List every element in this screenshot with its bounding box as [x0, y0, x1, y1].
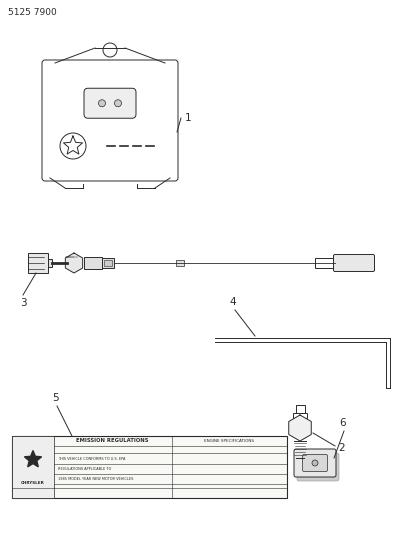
Bar — [84, 257, 102, 269]
Text: ENGINE SPECIFICATIONS: ENGINE SPECIFICATIONS — [204, 439, 254, 443]
FancyBboxPatch shape — [294, 449, 336, 477]
Text: 4: 4 — [229, 297, 236, 307]
Text: 5: 5 — [52, 393, 59, 403]
FancyBboxPatch shape — [333, 254, 375, 271]
Circle shape — [312, 460, 318, 466]
Text: 3: 3 — [20, 298, 27, 308]
Bar — [102, 258, 114, 268]
Circle shape — [60, 133, 86, 159]
Text: THIS VEHICLE CONFORMS TO U.S. EPA: THIS VEHICLE CONFORMS TO U.S. EPA — [58, 457, 125, 461]
Circle shape — [103, 43, 117, 57]
FancyBboxPatch shape — [42, 60, 178, 181]
Bar — [48, 259, 52, 267]
Bar — [12, 436, 287, 498]
Circle shape — [115, 100, 122, 107]
Text: 1: 1 — [185, 113, 192, 123]
Text: 5125 7900: 5125 7900 — [8, 8, 57, 17]
Text: REGULATIONS APPLICABLE TO: REGULATIONS APPLICABLE TO — [58, 467, 111, 471]
FancyBboxPatch shape — [84, 88, 136, 118]
Bar — [176, 260, 184, 266]
Bar — [293, 413, 307, 418]
FancyBboxPatch shape — [297, 453, 339, 481]
Bar — [295, 405, 304, 413]
Text: CHRYSLER: CHRYSLER — [21, 481, 45, 484]
Polygon shape — [289, 415, 311, 441]
FancyBboxPatch shape — [28, 253, 48, 273]
Circle shape — [98, 100, 106, 107]
Polygon shape — [24, 450, 42, 467]
Bar — [315, 258, 333, 268]
FancyBboxPatch shape — [302, 455, 328, 472]
Text: 6: 6 — [339, 418, 346, 428]
Text: EMISSION REGULATIONS: EMISSION REGULATIONS — [77, 439, 149, 443]
Text: 1985 MODEL YEAR NEW MOTOR VEHICLES: 1985 MODEL YEAR NEW MOTOR VEHICLES — [58, 478, 133, 481]
Polygon shape — [65, 253, 83, 273]
Bar — [104, 260, 112, 266]
Text: 2: 2 — [338, 443, 345, 453]
Bar — [12, 436, 54, 498]
